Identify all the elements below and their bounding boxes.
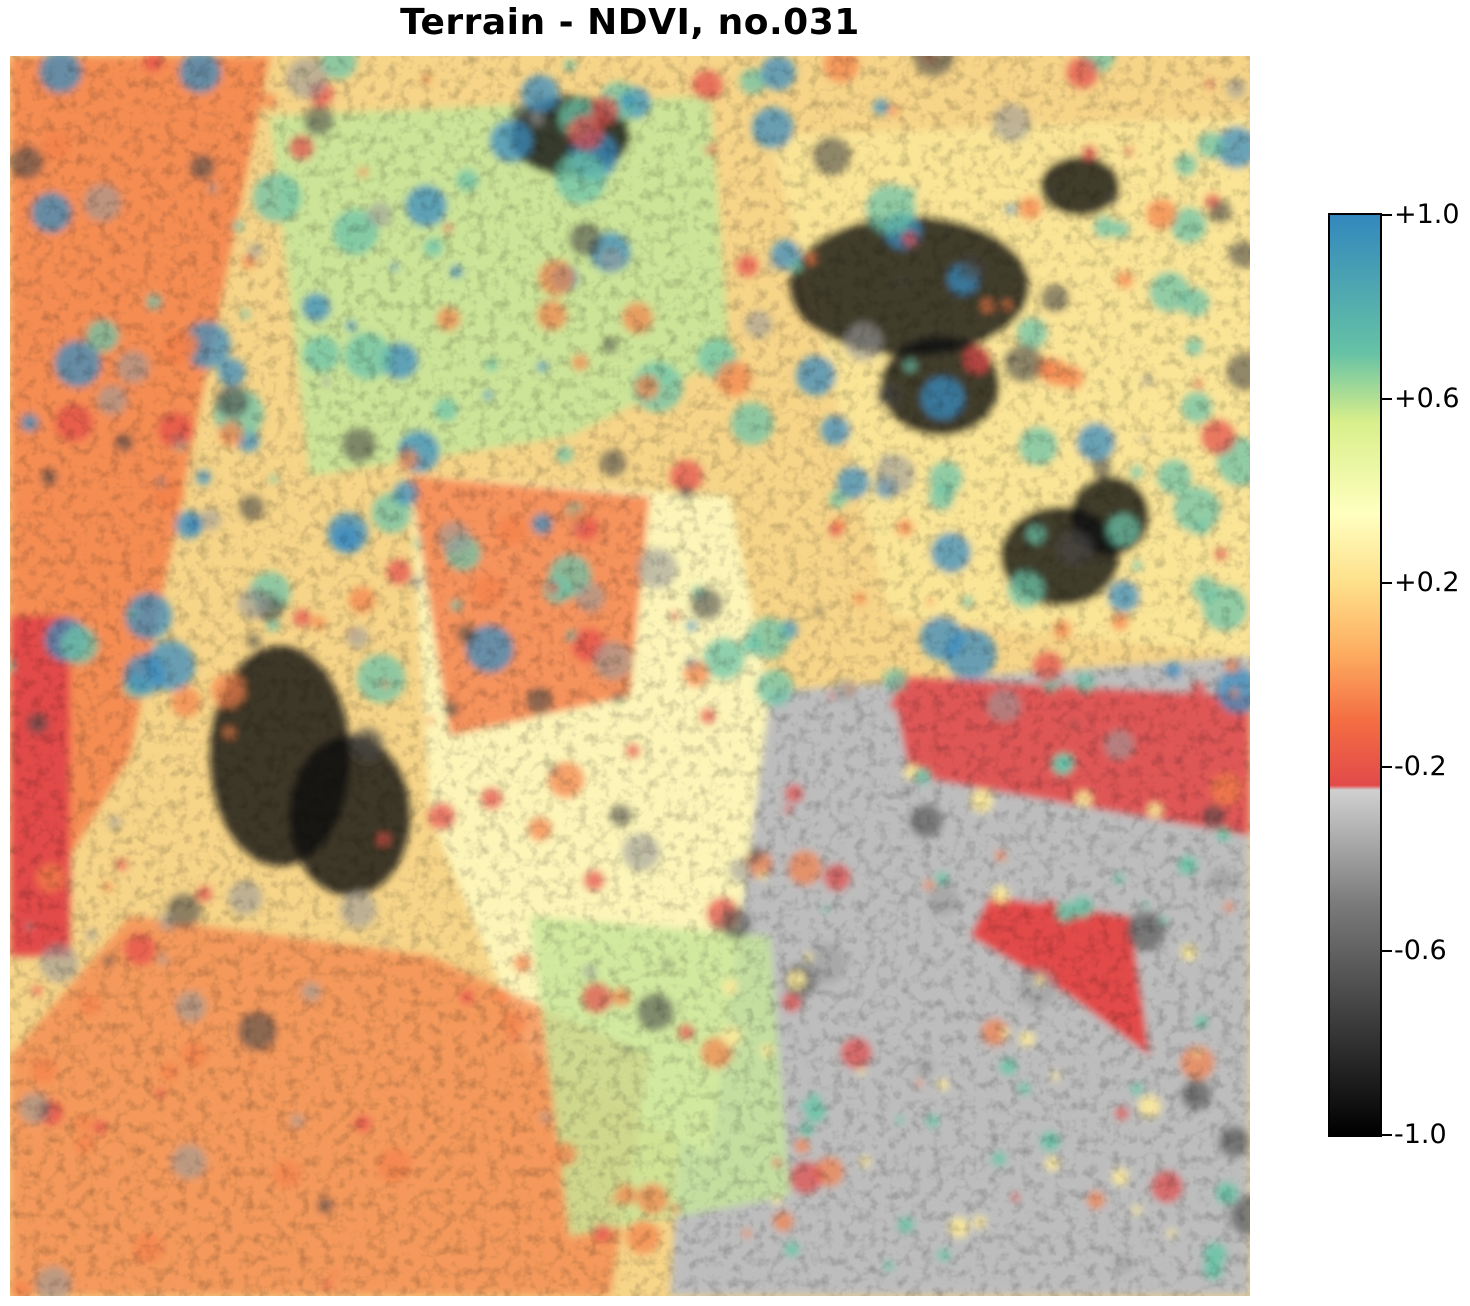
colorbar-tick <box>1382 1134 1392 1136</box>
colorbar-tick-label: -0.2 <box>1394 751 1447 782</box>
terrain-texture <box>10 56 1250 1296</box>
colorbar-tick <box>1382 214 1392 216</box>
ndvi-raster <box>10 56 1250 1296</box>
colorbar-tick-label: +0.2 <box>1394 567 1460 598</box>
colorbar-tick-label: +0.6 <box>1394 383 1460 414</box>
colorbar-gradient <box>1330 215 1380 1135</box>
colorbar-tick-label: +1.0 <box>1394 199 1460 230</box>
ndvi-map <box>10 56 1250 1296</box>
colorbar-tick <box>1382 950 1392 952</box>
colorbar-tick <box>1382 398 1392 400</box>
ndvi-colorbar <box>1328 213 1382 1137</box>
colorbar-tick-label: -0.6 <box>1394 935 1447 966</box>
colorbar-tick <box>1382 766 1392 768</box>
map-title: Terrain - NDVI, no.031 <box>400 2 860 43</box>
colorbar-tick-label: -1.0 <box>1394 1119 1447 1150</box>
colorbar-tick <box>1382 582 1392 584</box>
